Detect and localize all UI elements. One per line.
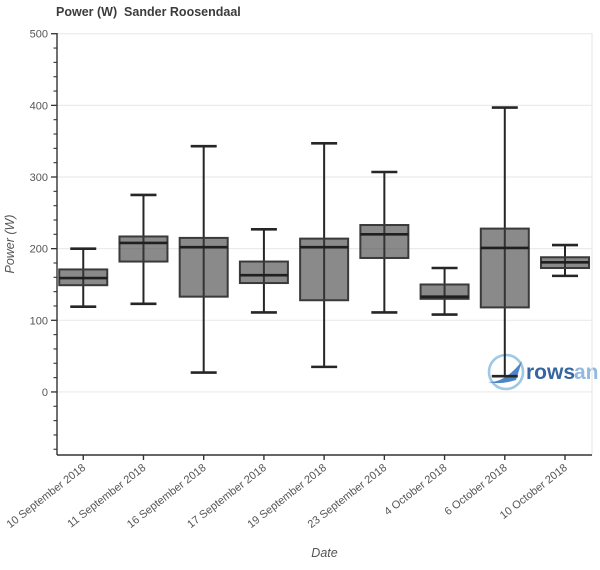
y-tick-label: 0 xyxy=(42,387,48,399)
box-group[interactable] xyxy=(58,247,109,308)
box-rect xyxy=(299,237,350,302)
box-group[interactable] xyxy=(419,266,470,316)
watermark-circle-icon xyxy=(487,353,525,391)
watermark-swoosh-icon xyxy=(488,361,522,384)
box-group[interactable] xyxy=(540,243,591,278)
box-rect xyxy=(419,283,470,300)
box-group[interactable] xyxy=(479,106,530,378)
watermark-text-bold: rows xyxy=(526,361,575,384)
y-tick-label: 300 xyxy=(30,172,48,184)
y-axis-title: Power (W) xyxy=(3,214,17,273)
box-group[interactable] xyxy=(238,228,289,314)
x-tick-label: 6 October 2018 xyxy=(442,462,509,518)
box-rect xyxy=(238,260,289,285)
chart-title: Power (W) Sander Roosendaal xyxy=(56,5,241,19)
box-rect xyxy=(359,224,410,259)
box-group[interactable] xyxy=(299,142,350,369)
x-tick-label: 4 October 2018 xyxy=(382,462,449,518)
box-group[interactable] xyxy=(118,193,169,306)
box-group[interactable] xyxy=(178,144,229,374)
box-rect xyxy=(118,235,169,263)
x-axis-title: Date xyxy=(311,546,337,560)
y-tick-label: 500 xyxy=(30,29,48,41)
y-tick-label: 100 xyxy=(30,315,48,327)
y-tick-label: 200 xyxy=(30,244,48,256)
box-rect xyxy=(479,227,530,309)
box-group[interactable] xyxy=(359,170,410,314)
y-tick-label: 400 xyxy=(30,100,48,112)
